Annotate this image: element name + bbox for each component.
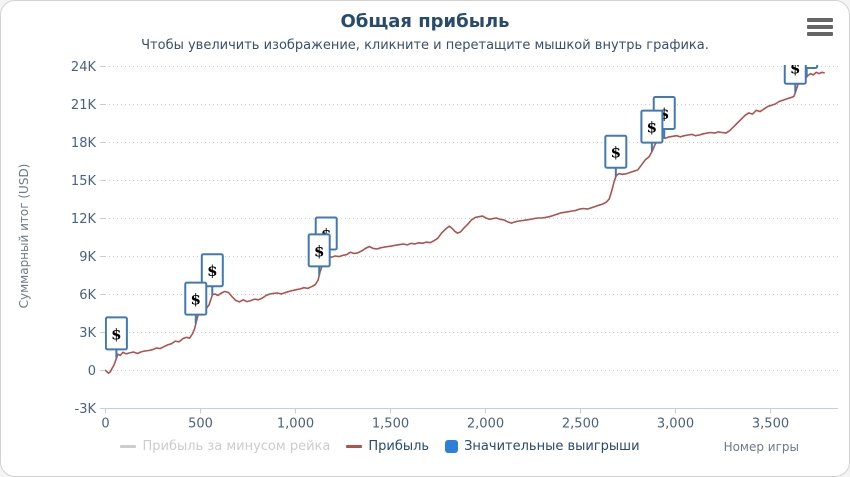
flag-box [795,65,819,69]
x-tick-label: 3,500 [752,417,789,432]
x-tick-label: 1,500 [372,417,409,432]
flag-box [604,134,628,169]
y-tick-label: 15K [71,174,97,189]
y-tick-label: 12K [71,212,97,227]
flag-marker-icon [445,440,459,453]
chart-title: Общая прибыль [340,11,510,32]
legend: Прибыль за минусом рейка Прибыль Значите… [1,439,759,454]
flag-box [640,109,664,144]
flag-symbol: $ [647,119,657,137]
x-tick-label: 2,000 [467,417,504,432]
y-tick-label: 21K [71,98,97,113]
legend-label: Значительные выигрыши [464,439,640,454]
big-win-flag[interactable]: $ [604,134,628,177]
y-tick-label: 6K [79,288,96,303]
x-tick-label: 1,000 [277,417,314,432]
flag-symbol: $ [801,44,811,62]
y-tick-label: 9K [79,250,96,265]
x-tick-label: 500 [188,417,213,432]
y-tick-label: 3K [79,326,96,341]
y-tick-label: 0 [88,364,96,379]
x-tick-label: 3,000 [657,417,694,432]
big-win-flag[interactable]: $ [783,52,807,93]
legend-label: Прибыль [368,439,430,454]
flag-box [200,253,224,288]
y-tick-label: -3K [75,402,97,417]
export-menu-button[interactable] [807,14,837,40]
flag-symbol: $ [111,325,121,343]
flag-symbol: $ [659,105,669,123]
big-win-flag[interactable]: $ [200,253,224,296]
chart-subtitle: Чтобы увеличить изображение, кликните и … [141,38,709,53]
y-axis-title: Суммарный итог (USD) [17,163,31,309]
flag-box [105,316,128,351]
big-win-flag[interactable]: $ [640,109,664,152]
flag-symbol: $ [790,60,800,78]
flag-symbol: $ [207,262,217,280]
big-win-flag[interactable]: $ [307,233,331,276]
big-win-flag[interactable]: $ [105,316,128,359]
legend-item-net-profit[interactable]: Прибыль за минусом рейка [120,439,330,454]
line-marker-icon [120,445,137,448]
legend-label: Прибыль за минусом рейка [142,439,331,454]
big-win-flag[interactable]: $ [184,281,208,324]
flag-symbol: $ [314,242,324,260]
flag-box [307,233,331,268]
y-tick-label: 18K [71,136,97,151]
line-marker-icon [346,445,363,448]
x-axis-title: Номер игры [723,440,799,454]
flag-symbol: $ [191,291,201,309]
hamburger-icon [807,18,833,22]
flag-box [783,65,807,85]
profit-line-series [105,71,825,374]
legend-item-profit[interactable]: Прибыль [346,439,429,454]
flag-symbol: $ [611,144,621,162]
flag-box [184,281,208,316]
x-tick-label: 0 [101,417,109,432]
y-tick-label: 24K [71,60,97,75]
legend-item-big-wins[interactable]: Значительные выигрыши [445,439,640,454]
x-tick-label: 2,500 [562,417,599,432]
